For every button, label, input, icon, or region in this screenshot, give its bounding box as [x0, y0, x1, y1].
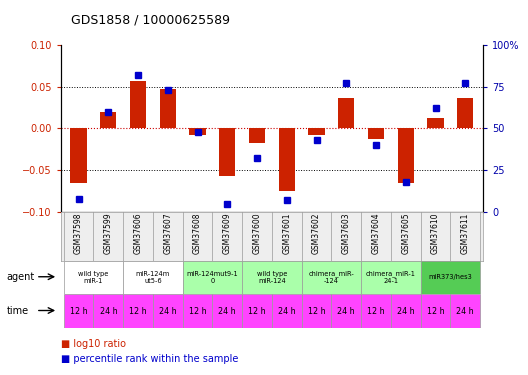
Bar	[421, 261, 480, 294]
Text: 12 h: 12 h	[367, 307, 385, 316]
Text: GSM37608: GSM37608	[193, 213, 202, 254]
Text: 24 h: 24 h	[159, 307, 177, 316]
Bar	[457, 98, 474, 128]
Bar	[398, 128, 414, 183]
Bar	[183, 294, 212, 328]
Bar	[242, 294, 272, 328]
Text: time: time	[7, 306, 29, 315]
Text: 12 h: 12 h	[248, 307, 266, 316]
Bar	[153, 294, 183, 328]
Text: 24 h: 24 h	[219, 307, 236, 316]
Text: agent: agent	[7, 272, 35, 282]
Bar	[159, 89, 176, 128]
Bar	[100, 112, 117, 128]
Text: GSM37607: GSM37607	[163, 213, 172, 255]
Bar	[361, 261, 421, 294]
Text: GSM37605: GSM37605	[401, 213, 410, 255]
Bar	[450, 294, 480, 328]
Text: 12 h: 12 h	[129, 307, 147, 316]
Text: ■ log10 ratio: ■ log10 ratio	[61, 339, 126, 349]
Text: GSM37603: GSM37603	[342, 213, 351, 255]
Bar	[301, 261, 361, 294]
Bar	[272, 294, 301, 328]
Bar	[123, 261, 183, 294]
Text: miR-124m
ut5-6: miR-124m ut5-6	[136, 271, 170, 284]
Bar	[338, 98, 354, 128]
Bar	[123, 294, 153, 328]
Text: ■ percentile rank within the sample: ■ percentile rank within the sample	[61, 354, 238, 364]
Bar	[93, 294, 123, 328]
Text: GSM37601: GSM37601	[282, 213, 291, 254]
Bar	[242, 261, 301, 294]
Bar	[308, 128, 325, 135]
Text: 12 h: 12 h	[427, 307, 445, 316]
Text: 24 h: 24 h	[278, 307, 296, 316]
Bar	[70, 128, 87, 183]
Text: chimera_miR-
-124: chimera_miR- -124	[308, 271, 354, 284]
Text: 24 h: 24 h	[397, 307, 414, 316]
Text: GSM37611: GSM37611	[461, 213, 470, 254]
Text: miR-124mut9-1
0: miR-124mut9-1 0	[186, 271, 238, 284]
Bar	[332, 294, 361, 328]
Text: GSM37600: GSM37600	[252, 213, 261, 255]
Text: GSM37599: GSM37599	[104, 213, 113, 255]
Text: wild type
miR-1: wild type miR-1	[78, 271, 109, 284]
Text: miR373/hes3: miR373/hes3	[429, 274, 472, 280]
Text: 12 h: 12 h	[308, 307, 325, 316]
Text: GSM37602: GSM37602	[312, 213, 321, 254]
Bar	[391, 294, 421, 328]
Bar	[190, 128, 206, 135]
Bar	[427, 118, 444, 128]
Bar	[183, 261, 242, 294]
Text: 24 h: 24 h	[99, 307, 117, 316]
Bar	[361, 294, 391, 328]
Text: 12 h: 12 h	[188, 307, 206, 316]
Text: GDS1858 / 10000625589: GDS1858 / 10000625589	[71, 13, 230, 26]
Bar	[64, 261, 123, 294]
Bar	[421, 294, 450, 328]
Text: chimera_miR-1
24-1: chimera_miR-1 24-1	[366, 271, 416, 284]
Text: GSM37604: GSM37604	[372, 213, 381, 255]
Text: GSM37610: GSM37610	[431, 213, 440, 254]
Bar	[64, 294, 93, 328]
Text: GSM37609: GSM37609	[223, 213, 232, 255]
Bar	[249, 128, 265, 144]
Text: GSM37606: GSM37606	[134, 213, 143, 255]
Bar	[368, 128, 384, 139]
Text: 24 h: 24 h	[457, 307, 474, 316]
Bar	[279, 128, 295, 191]
Bar	[219, 128, 235, 176]
Bar	[130, 81, 146, 128]
Bar	[212, 294, 242, 328]
Text: 12 h: 12 h	[70, 307, 87, 316]
Text: wild type
miR-124: wild type miR-124	[257, 271, 287, 284]
Text: GSM37598: GSM37598	[74, 213, 83, 254]
Text: 24 h: 24 h	[337, 307, 355, 316]
Bar	[301, 294, 332, 328]
